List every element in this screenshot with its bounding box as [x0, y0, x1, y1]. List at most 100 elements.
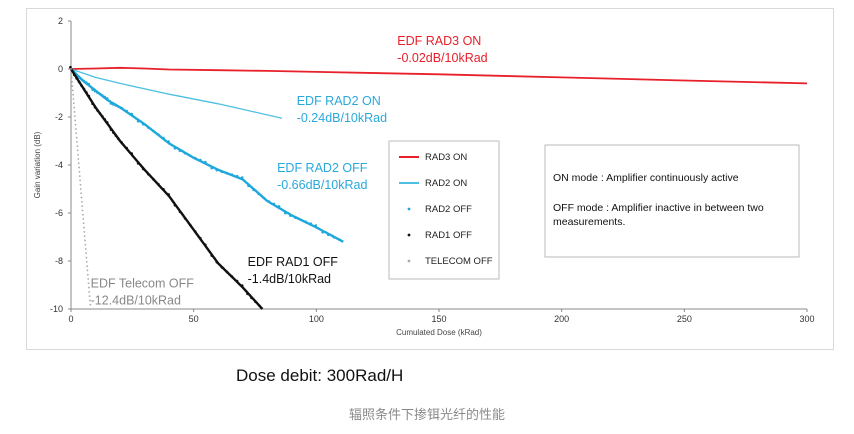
series-telecom-off-point	[71, 80, 73, 83]
series-rad1-off-point	[146, 172, 150, 176]
series-telecom-off-point	[82, 222, 85, 225]
series-rad1-off-point	[183, 217, 187, 220]
series-telecom-off-point	[71, 89, 74, 92]
legend-entry: TELECOM OFF	[425, 256, 493, 267]
series-rad1-off-point	[188, 223, 192, 227]
series-telecom-off-point	[85, 256, 88, 259]
series-rad2-off-point	[136, 119, 140, 123]
series-rad2-off-point	[240, 176, 244, 179]
series-rad1-off-point	[230, 275, 234, 278]
series-rad2-off-point	[199, 158, 202, 162]
series-telecom-off-point	[78, 175, 81, 178]
series-telecom-off-point	[80, 200, 83, 203]
series-telecom-off-point	[87, 282, 90, 285]
series-rad2-on-line	[70, 68, 283, 119]
series-rad1-off-point	[77, 80, 81, 84]
x-tick-label: 150	[431, 314, 446, 324]
series-rad1-off-point	[136, 162, 140, 165]
annotation-4-line-1: -12.4dB/10kRad	[91, 293, 181, 307]
legend-entry: RAD3 ON	[425, 152, 467, 163]
series-rad1-off-point	[162, 188, 165, 191]
series-rad2-off-point	[152, 129, 155, 133]
series-telecom-off-point	[79, 183, 82, 186]
series-telecom-off-point	[76, 140, 78, 143]
series-telecom-off-point	[78, 170, 81, 173]
series-telecom-off-point	[83, 235, 86, 238]
legend-entry: RAD1 OFF	[425, 230, 472, 241]
series-telecom-off-point	[81, 209, 84, 212]
series-telecom-off-point	[88, 295, 91, 298]
series-telecom-off-point	[79, 179, 82, 182]
series-rad2-off-point	[141, 122, 145, 126]
series-telecom-off-point	[73, 106, 76, 109]
series-telecom-off-point	[85, 260, 88, 263]
series-rad1-off-point	[246, 292, 249, 296]
series-telecom-off-point	[75, 132, 78, 135]
series-rad2-off-point	[220, 170, 224, 174]
series-rad2-off-point	[117, 105, 120, 108]
series-rad1-off-point	[87, 94, 91, 98]
series-rad2-off-point	[157, 133, 160, 136]
series-rad2-off-point	[80, 77, 83, 81]
legend-swatch	[407, 207, 411, 211]
series-rad2-off-point	[146, 126, 150, 129]
x-tick-label: 50	[189, 314, 199, 324]
series-rad1-off-point	[193, 230, 197, 233]
series-rad2-off-point	[130, 112, 134, 116]
series-rad1-off-point	[157, 182, 160, 186]
series-rad1-off-point	[173, 203, 177, 207]
series-rad1-off-point	[178, 210, 182, 214]
series-rad1-off-point	[210, 254, 214, 257]
series-rad1-off-point	[101, 115, 104, 118]
series-telecom-off-point	[73, 115, 76, 118]
series-rad1-off-point	[96, 109, 99, 112]
series-telecom-off-point	[86, 273, 89, 276]
series-rad2-off-point	[114, 104, 118, 107]
series-rad1-off-point	[80, 84, 83, 87]
annotation-1-line-1: -0.24dB/10kRad	[297, 111, 387, 125]
series-telecom-off-point	[86, 269, 89, 272]
series-rad2-off-point	[96, 91, 99, 94]
series-telecom-off-point	[77, 153, 79, 156]
series-rad2-off-point	[299, 218, 302, 221]
series-rad1-off-point	[258, 304, 261, 308]
series-rad2-off-point	[267, 200, 271, 203]
series-telecom-off-point	[89, 303, 92, 306]
series-rad2-on	[70, 68, 283, 119]
series-telecom-off-point	[72, 93, 75, 96]
series-telecom-off-point	[82, 218, 85, 220]
series-rad1-off-point	[130, 152, 134, 155]
notes-box	[544, 144, 800, 258]
x-tick-label: 100	[309, 314, 324, 324]
annotation-4-line-0: EDF Telecom OFF	[91, 276, 195, 290]
annotation-0-line-1: -0.02dB/10kRad	[397, 51, 487, 65]
x-axis-label: Cumulated Dose (kRad)	[396, 328, 482, 337]
x-tick-label: 200	[554, 314, 569, 324]
series-rad1-off-point	[114, 134, 118, 137]
series-rad2-off	[69, 65, 344, 243]
series-telecom-off-point	[84, 243, 87, 246]
series-rad1-off-point	[220, 266, 224, 269]
annotation-2-line-0: EDF RAD2 OFF	[277, 161, 368, 175]
legend-entry: RAD2 OFF	[425, 204, 472, 215]
series-telecom-off-point	[78, 166, 80, 169]
series-rad1-off-point	[141, 167, 145, 171]
series-telecom-off-point	[75, 136, 78, 139]
series-telecom-off-point	[77, 162, 80, 165]
series-telecom-off-point	[84, 248, 87, 250]
figure-caption: 辐照条件下掺铒光纤的性能	[348, 408, 505, 423]
y-axis-label: Gain variation (dB)	[33, 131, 42, 198]
annotation-0-line-0: EDF RAD3 ON	[397, 34, 481, 48]
series-rad2-off-point	[304, 220, 307, 223]
series-rad1-off-point	[105, 121, 109, 124]
y-tick-label: -6	[55, 208, 63, 218]
series-rad1-off-point	[152, 177, 155, 181]
series-rad1-off-point	[69, 65, 72, 69]
series-rad2-off-point	[167, 140, 170, 143]
legend-swatch	[407, 259, 411, 263]
y-tick-label: -8	[55, 256, 63, 266]
note-line: OFF mode : Amplifier inactive in between…	[553, 202, 764, 214]
y-tick-label: -10	[50, 304, 63, 314]
series-rad1-off-point	[82, 87, 86, 91]
series-rad1-off-point	[85, 91, 88, 94]
